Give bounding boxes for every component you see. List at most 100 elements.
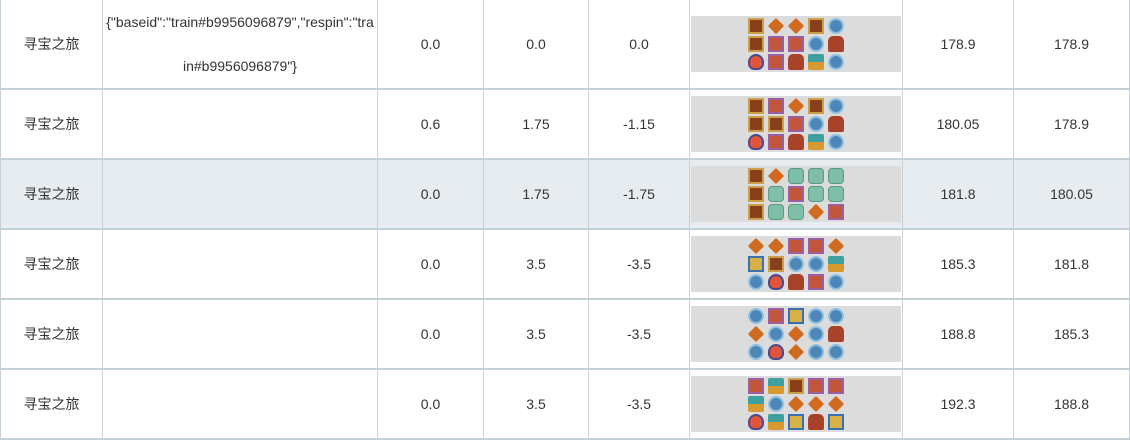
pirate-icon [788, 36, 804, 52]
coin-icon [748, 308, 764, 324]
reel-image [691, 376, 901, 432]
value-cell-1: 0.0 [377, 229, 484, 300]
value-cell-2: 1.75 [483, 159, 589, 230]
balance-before-cell: 178.9 [1013, 0, 1130, 90]
game-name-cell: 寻宝之旅 [0, 89, 103, 160]
compass-icon [827, 395, 845, 413]
balance-after-cell: 185.3 [902, 229, 1014, 300]
hatbox-icon [768, 116, 784, 132]
compass-icon [787, 17, 805, 35]
balance-after-cell: 192.3 [902, 369, 1014, 440]
table-row[interactable]: 寻宝之旅 0.0 3.5 -3.5 185.3 181.8 [0, 229, 1130, 300]
table-row[interactable]: 寻宝之旅 0.0 3.5 -3.5 188.8 185.3 [0, 299, 1130, 370]
pirate-icon [808, 274, 824, 290]
money-icon [788, 204, 804, 220]
hatbox-icon [748, 168, 764, 184]
info-cell: {"baseid":"train#b9956096879","respin":"… [102, 0, 378, 90]
coin-icon [788, 256, 804, 272]
value-cell-3: -3.5 [588, 299, 690, 370]
reel-image [691, 236, 901, 292]
pirate-icon [788, 186, 804, 202]
table-row[interactable]: 寻宝之旅 {"baseid":"train#b9956096879","respi… [0, 0, 1130, 90]
coin-icon [828, 18, 844, 34]
coin-icon [808, 36, 824, 52]
coin-icon [828, 274, 844, 290]
value-cell-1: 0.0 [377, 159, 484, 230]
value-cell-1: 0.0 [377, 369, 484, 440]
coin-icon [808, 256, 824, 272]
value-cell-1: 0.6 [377, 89, 484, 160]
pirate-icon [768, 98, 784, 114]
balance-before-cell: 180.05 [1013, 159, 1130, 230]
balance-before-cell: 185.3 [1013, 299, 1130, 370]
value-cell-1: 0.0 [377, 0, 484, 90]
value-cell-2: 3.5 [483, 229, 589, 300]
ship-icon [748, 396, 764, 412]
ship-icon [808, 134, 824, 150]
pirate-icon [768, 36, 784, 52]
info-cell [102, 299, 378, 370]
value-cell-3: -1.75 [588, 159, 690, 230]
coin-icon [768, 326, 784, 342]
value-cell-2: 3.5 [483, 369, 589, 440]
chest-icon [828, 326, 844, 342]
compass-icon [807, 395, 825, 413]
value-cell-2: 3.5 [483, 299, 589, 370]
chest-icon [788, 54, 804, 70]
reel-result-cell [689, 89, 903, 160]
ship-icon [828, 256, 844, 272]
coin-icon [828, 344, 844, 360]
pirate-icon [828, 378, 844, 394]
hatbox-icon [788, 378, 804, 394]
compass-icon [827, 237, 845, 255]
scroll-wild-icon [828, 414, 844, 430]
value-cell-3: -3.5 [588, 229, 690, 300]
balance-after-cell: 188.8 [902, 299, 1014, 370]
hatbox-icon [808, 18, 824, 34]
lantern-icon [768, 274, 784, 290]
hatbox-icon [748, 36, 764, 52]
balance-before-cell: 181.8 [1013, 229, 1130, 300]
chest-icon [808, 414, 824, 430]
pirate-icon [768, 134, 784, 150]
money-icon [788, 168, 804, 184]
coin-icon [808, 344, 824, 360]
pirate-icon [768, 54, 784, 70]
compass-icon [747, 237, 765, 255]
ship-icon [768, 414, 784, 430]
money-icon [828, 168, 844, 184]
balance-after-cell: 181.8 [902, 159, 1014, 230]
hatbox-icon [748, 204, 764, 220]
hatbox-icon [748, 98, 764, 114]
balance-after-cell: 178.9 [902, 0, 1014, 90]
hatbox-icon [808, 98, 824, 114]
balance-before-cell: 188.8 [1013, 369, 1130, 440]
pirate-icon [788, 238, 804, 254]
reel-result-cell [689, 159, 903, 230]
coin-icon [808, 308, 824, 324]
info-cell [102, 159, 378, 230]
game-name-cell: 寻宝之旅 [0, 229, 103, 300]
reel-result-cell [689, 229, 903, 300]
table-row[interactable]: 寻宝之旅 0.6 1.75 -1.15 180.05 178.9 [0, 89, 1130, 160]
reel-image [691, 166, 901, 222]
table-row[interactable]: 寻宝之旅 0.0 1.75 -1.75 181.8 180.05 [0, 159, 1130, 230]
pirate-icon [808, 238, 824, 254]
value-cell-2: 1.75 [483, 89, 589, 160]
info-cell [102, 229, 378, 300]
chest-icon [828, 36, 844, 52]
info-cell [102, 369, 378, 440]
coin-icon [808, 116, 824, 132]
pirate-icon [748, 378, 764, 394]
money-icon [828, 186, 844, 202]
lantern-icon [768, 344, 784, 360]
table-row[interactable]: 寻宝之旅 0.0 3.5 -3.5 192.3 188.8 [0, 369, 1130, 440]
scroll-wild-icon [788, 414, 804, 430]
game-name-cell: 寻宝之旅 [0, 159, 103, 230]
coin-icon [828, 54, 844, 70]
lantern-icon [748, 414, 764, 430]
balance-before-cell: 178.9 [1013, 89, 1130, 160]
coin-icon [768, 396, 784, 412]
balance-after-cell: 180.05 [902, 89, 1014, 160]
